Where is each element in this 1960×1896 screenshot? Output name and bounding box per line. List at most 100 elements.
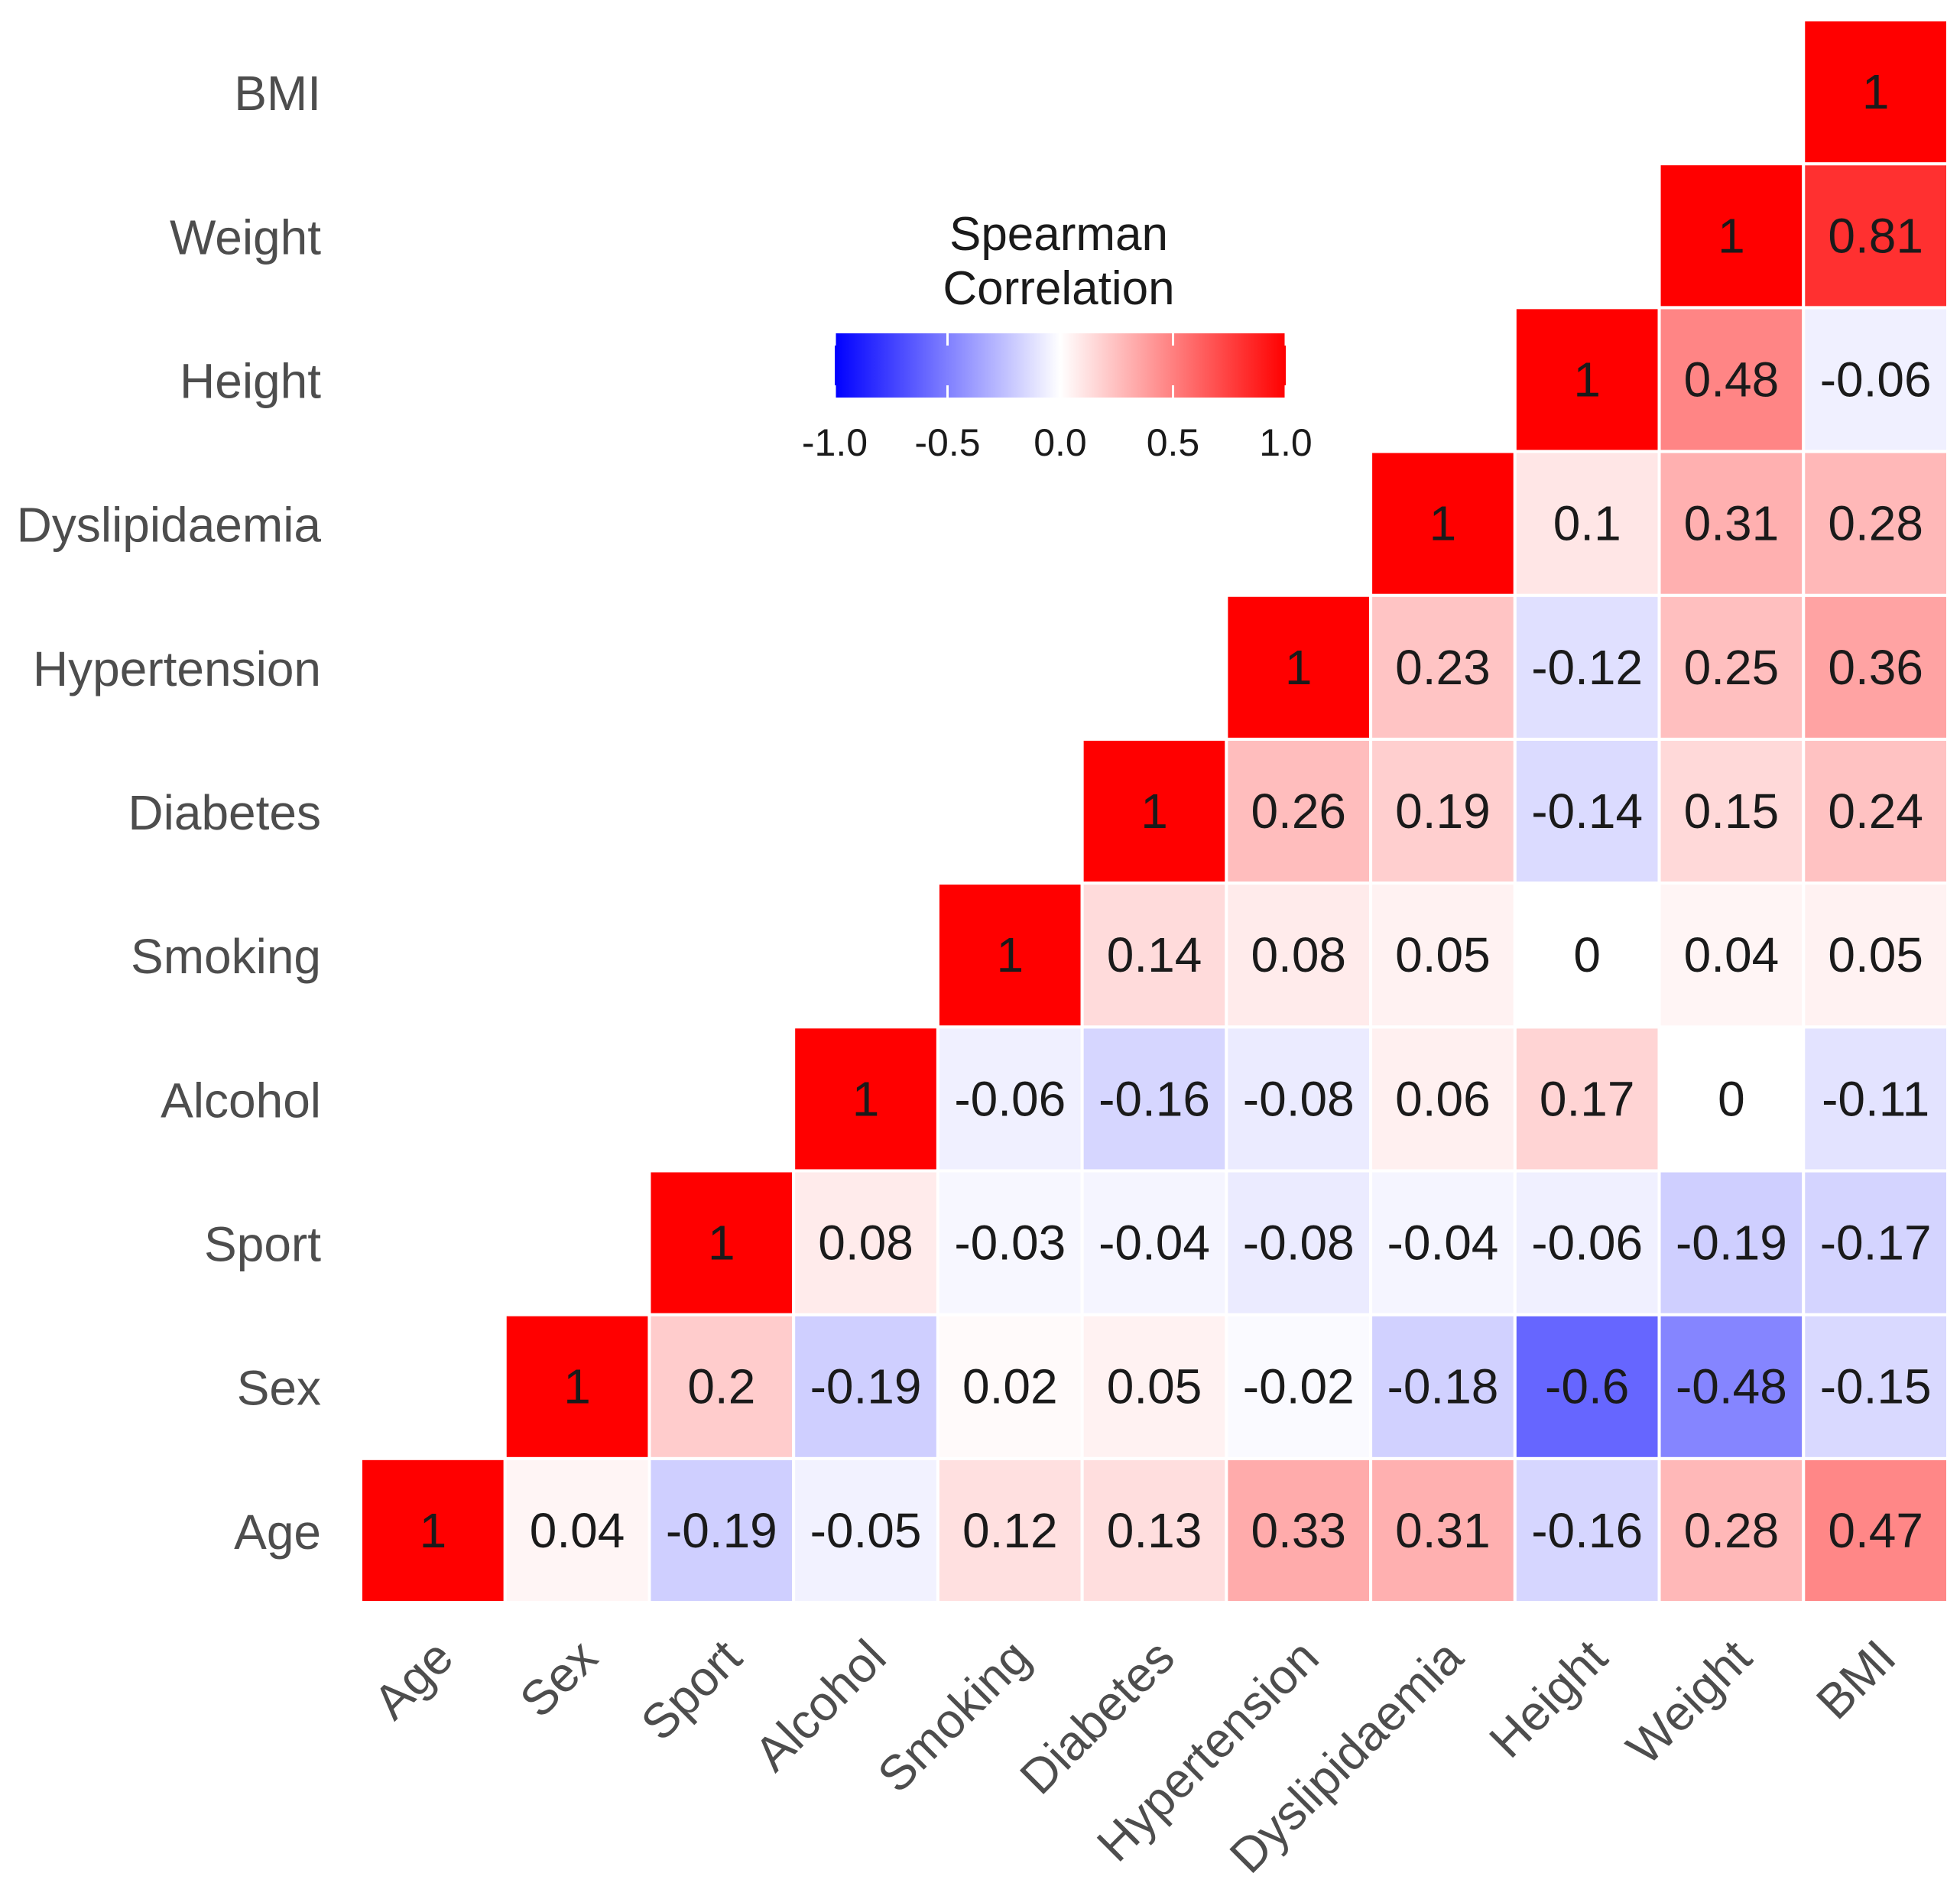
heatmap-cell-label-sport-height: -0.06 bbox=[1531, 1216, 1643, 1271]
heatmap-cell-label-sex-alcohol: -0.19 bbox=[810, 1359, 922, 1414]
heatmap-cell-label-sport-diabetes: -0.04 bbox=[1098, 1216, 1210, 1271]
heatmap-cell-label-hypertension-weight: 0.25 bbox=[1684, 640, 1780, 695]
heatmap-cells: 1 0.04 -0.19 -0.05 0.12 0.13 0.33 0.31 -0.16 0.28… bbox=[359, 18, 1950, 1604]
y-axis-label-sex: Sex bbox=[237, 1361, 321, 1416]
heatmap-cell-label-alcohol-dyslipidaemia: 0.06 bbox=[1395, 1071, 1491, 1126]
heatmap-cell-label-hypertension-hypertension: 1 bbox=[1285, 640, 1313, 695]
heatmap-cell-hypertension-dyslipidaemia bbox=[1369, 593, 1517, 741]
heatmap-cell-age-height bbox=[1513, 1456, 1661, 1604]
heatmap-cell-label-sex-sex: 1 bbox=[563, 1359, 591, 1414]
heatmap-cell-dyslipidaemia-bmi bbox=[1802, 450, 1950, 597]
heatmap-cell-label-sex-hypertension: -0.02 bbox=[1243, 1359, 1355, 1414]
heatmap-cell-sex-bmi bbox=[1802, 1313, 1950, 1460]
heatmap-cell-label-age-diabetes: 0.13 bbox=[1107, 1503, 1202, 1558]
y-axis-labels: Age Sex Sport Alcohol Smoking Diabetes Hyperte… bbox=[17, 66, 322, 1560]
legend-tick-label-neg0p5: -0.5 bbox=[914, 421, 980, 464]
legend-title-line2: Correlation bbox=[943, 262, 1174, 315]
heatmap-cell-label-dyslipidaemia-dyslipidaemia: 1 bbox=[1429, 496, 1457, 551]
heatmap-cell-label-hypertension-bmi: 0.36 bbox=[1828, 640, 1923, 695]
heatmap-cell-label-sport-bmi: -0.17 bbox=[1820, 1216, 1932, 1271]
heatmap-cell-label-age-smoking: 0.12 bbox=[962, 1503, 1058, 1558]
heatmap-cell-age-smoking bbox=[936, 1456, 1084, 1604]
heatmap-cell-label-age-sex: 0.04 bbox=[530, 1503, 625, 1558]
heatmap-cell-smoking-height bbox=[1513, 881, 1661, 1029]
heatmap-cell-sex-hypertension bbox=[1225, 1313, 1373, 1460]
heatmap-cell-age-bmi bbox=[1802, 1456, 1950, 1604]
heatmap-cell-label-smoking-hypertension: 0.08 bbox=[1251, 927, 1346, 982]
legend-tick-label-0p5: 0.5 bbox=[1147, 421, 1200, 464]
heatmap-cell-diabetes-hypertension bbox=[1225, 737, 1373, 885]
heatmap-cell-alcohol-alcohol bbox=[792, 1025, 939, 1173]
y-axis-label-hypertension: Hypertension bbox=[33, 641, 321, 696]
heatmap-cell-label-height-bmi: -0.06 bbox=[1820, 352, 1932, 407]
y-axis-label-bmi: BMI bbox=[234, 66, 321, 121]
heatmap-cell-label-sex-diabetes: 0.05 bbox=[1107, 1359, 1202, 1414]
heatmap-cell-weight-bmi bbox=[1802, 162, 1950, 310]
heatmap-cell-sex-sex bbox=[503, 1313, 651, 1460]
heatmap-cell-label-sex-bmi: -0.15 bbox=[1820, 1359, 1932, 1414]
heatmap-cell-label-smoking-height: 0 bbox=[1573, 927, 1601, 982]
heatmap-cell-label-age-dyslipidaemia: 0.31 bbox=[1395, 1503, 1491, 1558]
heatmap-cell-label-sport-weight: -0.19 bbox=[1676, 1216, 1787, 1271]
heatmap-cell-label-age-age: 1 bbox=[420, 1503, 447, 1558]
heatmap-cell-label-alcohol-height: 0.17 bbox=[1540, 1071, 1635, 1126]
heatmap-cell-label-smoking-diabetes: 0.14 bbox=[1107, 927, 1202, 982]
heatmap-cell-alcohol-diabetes bbox=[1080, 1025, 1228, 1173]
heatmap-cell-label-sport-alcohol: 0.08 bbox=[818, 1216, 913, 1271]
heatmap-cell-label-dyslipidaemia-weight: 0.31 bbox=[1684, 496, 1780, 551]
heatmap-cell-alcohol-height bbox=[1513, 1025, 1661, 1173]
heatmap-cell-label-diabetes-height: -0.14 bbox=[1531, 784, 1643, 839]
heatmap-cell-sport-bmi bbox=[1802, 1169, 1950, 1316]
heatmap-cell-label-sex-weight: -0.48 bbox=[1676, 1359, 1787, 1414]
heatmap-cell-label-age-height: -0.16 bbox=[1531, 1503, 1643, 1558]
heatmap-cell-dyslipidaemia-weight bbox=[1657, 450, 1806, 597]
heatmap-cell-label-sport-smoking: -0.03 bbox=[954, 1216, 1066, 1271]
heatmap-cell-age-dyslipidaemia bbox=[1369, 1456, 1517, 1604]
heatmap-cell-sport-sport bbox=[647, 1169, 796, 1316]
heatmap-cell-label-smoking-bmi: 0.05 bbox=[1828, 927, 1923, 982]
heatmap-cell-label-diabetes-hypertension: 0.26 bbox=[1251, 784, 1346, 839]
heatmap-cell-alcohol-bmi bbox=[1802, 1025, 1950, 1173]
heatmap-cell-alcohol-hypertension bbox=[1225, 1025, 1373, 1173]
legend-tick-label-neg1: -1.0 bbox=[802, 421, 868, 464]
heatmap-cell-label-age-weight: 0.28 bbox=[1684, 1503, 1780, 1558]
heatmap-cell-label-smoking-weight: 0.04 bbox=[1684, 927, 1780, 982]
heatmap-cell-label-diabetes-bmi: 0.24 bbox=[1828, 784, 1923, 839]
heatmap-cell-label-age-alcohol: -0.05 bbox=[810, 1503, 922, 1558]
heatmap-cell-label-sex-dyslipidaemia: -0.18 bbox=[1387, 1359, 1499, 1414]
heatmap-cell-label-weight-bmi: 0.81 bbox=[1828, 208, 1923, 263]
heatmap-cell-sport-weight bbox=[1657, 1169, 1806, 1316]
heatmap-cell-dyslipidaemia-dyslipidaemia bbox=[1369, 450, 1517, 597]
heatmap-cell-label-hypertension-height: -0.12 bbox=[1531, 640, 1643, 695]
heatmap-cell-label-sex-height: -0.6 bbox=[1545, 1359, 1629, 1414]
heatmap-cell-label-age-bmi: 0.47 bbox=[1828, 1503, 1923, 1558]
heatmap-cell-smoking-hypertension bbox=[1225, 881, 1373, 1029]
y-axis-label-alcohol: Alcohol bbox=[161, 1073, 321, 1128]
color-legend: Spearman Correlation -1.0 -0.5 0.0 0.5 1.0 bbox=[802, 208, 1313, 464]
y-axis-label-diabetes: Diabetes bbox=[128, 785, 321, 840]
heatmap-cell-label-age-sport: -0.19 bbox=[666, 1503, 777, 1558]
heatmap-cell-label-hypertension-dyslipidaemia: 0.23 bbox=[1395, 640, 1491, 695]
heatmap-cell-sport-diabetes bbox=[1080, 1169, 1228, 1316]
y-axis-label-dyslipidaemia: Dyslipidaemia bbox=[17, 498, 322, 553]
heatmap-cell-label-smoking-smoking: 1 bbox=[996, 927, 1024, 982]
legend-ticks: -1.0 -0.5 0.0 0.5 1.0 bbox=[802, 333, 1313, 464]
heatmap-cell-weight-weight bbox=[1657, 162, 1806, 310]
y-axis-label-height: Height bbox=[180, 353, 321, 408]
heatmap-cell-label-diabetes-diabetes: 1 bbox=[1141, 784, 1168, 839]
heatmap-cell-height-weight bbox=[1657, 306, 1806, 453]
heatmap-cell-sex-diabetes bbox=[1080, 1313, 1228, 1460]
heatmap-cell-label-alcohol-smoking: -0.06 bbox=[954, 1071, 1066, 1126]
heatmap-cell-label-sport-hypertension: -0.08 bbox=[1243, 1216, 1355, 1271]
y-axis-label-weight: Weight bbox=[170, 209, 321, 265]
heatmap-cell-hypertension-bmi bbox=[1802, 593, 1950, 741]
heatmap-cell-label-sport-sport: 1 bbox=[708, 1216, 735, 1271]
heatmap-cell-label-weight-weight: 1 bbox=[1718, 208, 1745, 263]
y-axis-label-age: Age bbox=[234, 1505, 321, 1560]
heatmap-cell-label-dyslipidaemia-height: 0.1 bbox=[1553, 496, 1621, 551]
heatmap-cell-label-height-height: 1 bbox=[1573, 352, 1601, 407]
heatmap-cell-label-alcohol-hypertension: -0.08 bbox=[1243, 1071, 1355, 1126]
heatmap-cell-label-alcohol-diabetes: -0.16 bbox=[1098, 1071, 1210, 1126]
y-axis-label-sport: Sport bbox=[204, 1217, 321, 1272]
